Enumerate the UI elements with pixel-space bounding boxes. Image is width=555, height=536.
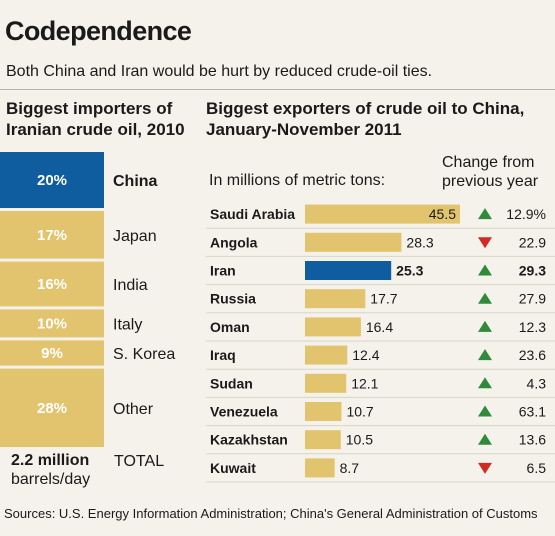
exporter-bar xyxy=(305,232,402,252)
exporter-value-label: 12.4 xyxy=(352,347,379,363)
up-arrow-icon xyxy=(478,433,492,445)
up-arrow-icon xyxy=(478,292,492,304)
importers-stacked-chart: 20% China 17% Japan 16% India 10% Italy 9% S. Kor… xyxy=(0,152,175,447)
down-arrow-icon xyxy=(478,237,492,249)
up-arrow-icon xyxy=(478,320,492,332)
exporter-change-label: 12.9% xyxy=(506,206,546,222)
importer-country-label: Italy xyxy=(113,316,142,333)
exporter-value-label: 16.4 xyxy=(366,319,393,335)
exporters-heading: Biggest exporters of crude oil to China,… xyxy=(206,99,525,140)
importer-country-label: India xyxy=(113,277,148,294)
exporter-change-label: 22.9 xyxy=(519,234,546,250)
exporter-bar xyxy=(305,289,366,309)
up-arrow-icon xyxy=(478,349,492,361)
exporter-value-label: 45.5 xyxy=(429,206,456,222)
exporter-bar xyxy=(305,373,347,393)
importer-share-label: 10% xyxy=(37,315,67,332)
exporter-bar xyxy=(305,430,341,450)
importer-segment-japan xyxy=(0,211,104,259)
chart-title: Codependence xyxy=(5,16,192,46)
importer-share-label: 28% xyxy=(37,400,67,417)
exporter-bar xyxy=(305,345,348,365)
exporter-value-label: 17.7 xyxy=(370,291,397,307)
exporter-bar xyxy=(305,402,342,421)
exporter-country-label: Iraq xyxy=(210,347,236,363)
total-value: 2.2 million xyxy=(11,452,90,469)
units-note: In millions of metric tons: xyxy=(209,172,386,189)
importer-country-label: China xyxy=(113,173,158,190)
exporter-value-label: 10.5 xyxy=(346,432,373,448)
chart-subtitle: Both China and Iran would be hurt by red… xyxy=(6,63,433,80)
exporter-value-label: 12.1 xyxy=(351,375,378,391)
importer-share-label: 20% xyxy=(37,172,67,189)
exporter-country-label: Sudan xyxy=(210,375,253,391)
sources-footnote: Sources: U.S. Energy Information Adminis… xyxy=(4,506,538,521)
importer-share-label: 9% xyxy=(41,345,63,362)
exporter-country-label: Angola xyxy=(210,234,258,250)
exporter-value-label: 10.7 xyxy=(346,404,373,420)
change-heading: Change from previous year xyxy=(442,154,539,191)
exporter-change-label: 6.5 xyxy=(527,460,547,476)
down-arrow-icon xyxy=(478,462,492,474)
exporter-value-label: 25.3 xyxy=(396,263,423,279)
exporter-change-label: 4.3 xyxy=(527,375,547,391)
importer-segment-italy xyxy=(0,309,104,338)
exporter-country-label: Kazakhstan xyxy=(210,432,288,448)
up-arrow-icon xyxy=(478,377,492,389)
importers-heading: Biggest importers of Iranian crude oil, … xyxy=(6,99,185,140)
total-label: TOTAL xyxy=(114,453,165,470)
header-divider xyxy=(0,89,555,90)
up-arrow-icon xyxy=(478,264,492,276)
exporter-change-label: 29.3 xyxy=(519,263,546,279)
exporter-change-label: 23.6 xyxy=(519,347,546,363)
exporter-change-label: 12.3 xyxy=(519,319,546,335)
importer-country-label: Japan xyxy=(113,228,157,245)
exporter-bar xyxy=(305,458,335,478)
exporter-change-label: 63.1 xyxy=(519,404,546,420)
up-arrow-icon xyxy=(478,405,492,417)
exporter-change-label: 27.9 xyxy=(519,291,546,307)
importer-share-label: 17% xyxy=(37,227,67,244)
importer-segment-other xyxy=(0,368,104,447)
importer-segment-china xyxy=(0,152,104,208)
importer-country-label: Other xyxy=(113,401,154,418)
exporter-country-label: Saudi Arabia xyxy=(210,206,295,222)
importer-share-label: 16% xyxy=(37,276,67,293)
exporter-bar xyxy=(305,317,361,337)
exporter-change-label: 13.6 xyxy=(519,432,546,448)
importer-country-label: S. Korea xyxy=(113,346,175,363)
importer-segment-india xyxy=(0,261,104,307)
exporter-country-label: Russia xyxy=(210,291,256,307)
exporter-value-label: 8.7 xyxy=(340,460,360,476)
exporter-value-label: 28.3 xyxy=(406,234,433,250)
up-arrow-icon xyxy=(478,208,492,220)
exporter-bar xyxy=(305,204,460,224)
exporter-country-label: Venezuela xyxy=(210,404,278,420)
total-unit: barrels/day xyxy=(11,471,91,488)
exporter-country-label: Iran xyxy=(210,263,236,279)
importer-segment-s-korea xyxy=(0,340,104,366)
exporter-bar xyxy=(305,261,392,280)
exporter-country-label: Oman xyxy=(210,319,250,335)
exporter-country-label: Kuwait xyxy=(210,460,256,476)
